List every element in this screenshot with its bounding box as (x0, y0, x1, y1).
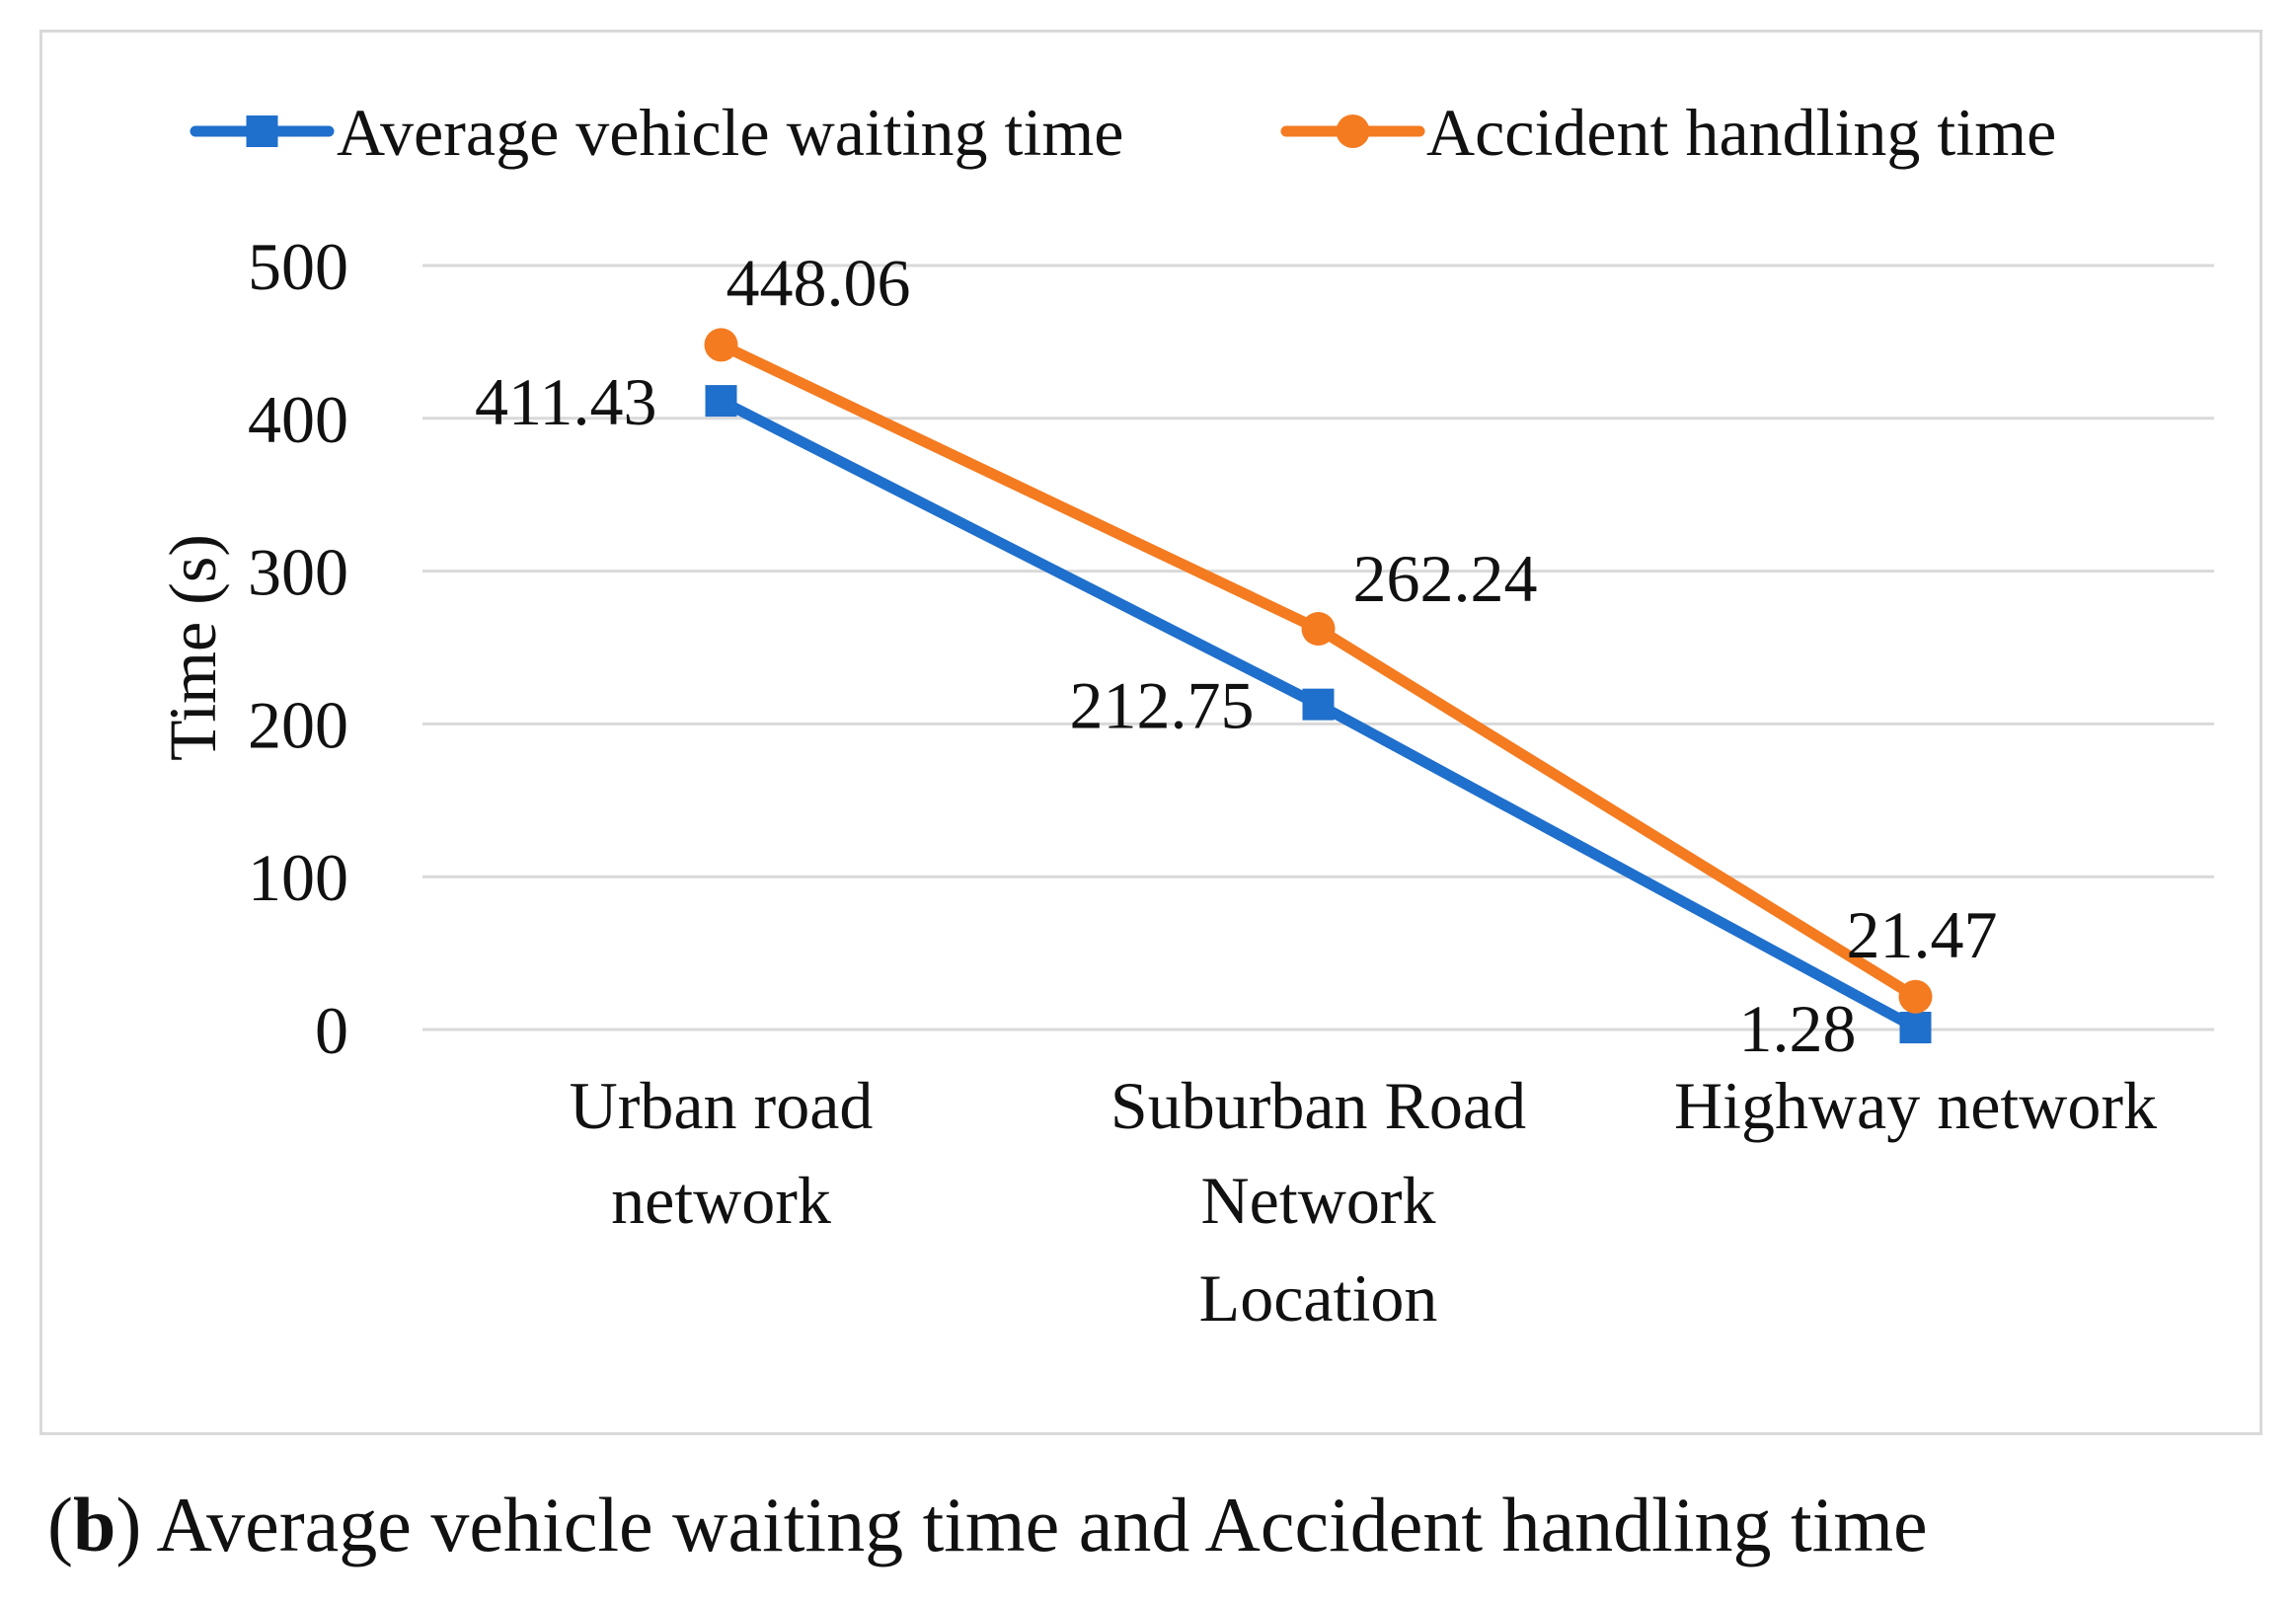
legend-label: Average vehicle waiting time (337, 95, 1123, 170)
chart-frame: 0 100 200 300 400 500 Time (s) Urban road networ… (39, 30, 2262, 1435)
x-tick-label: Suburban Road (1110, 1068, 1526, 1143)
data-point (1898, 979, 1933, 1014)
x-tick-label: network (611, 1163, 831, 1238)
series-line (719, 340, 1919, 1002)
data-label: 262.24 (1353, 541, 1538, 616)
data-label: 1.28 (1739, 991, 1857, 1066)
data-point (1302, 688, 1335, 721)
legend-label: Accident handling time (1426, 95, 2056, 170)
legend-marker (246, 115, 278, 147)
x-tick-label: Network (1201, 1163, 1436, 1238)
y-tick-label: 500 (248, 229, 348, 304)
y-tick-label: 100 (248, 840, 348, 915)
data-label: 212.75 (1070, 668, 1255, 743)
data-point (705, 385, 737, 418)
data-label: 21.47 (1847, 897, 1998, 972)
x-tick-label: Highway network (1674, 1068, 2157, 1143)
y-tick-label: 400 (248, 382, 348, 457)
y-tick-label: 200 (248, 687, 348, 762)
figure-caption: (b) Average vehicle waiting time and Acc… (47, 1482, 1928, 1567)
legend-marker (1336, 114, 1370, 148)
data-point (704, 328, 738, 362)
caption-letter: b (72, 1482, 116, 1567)
y-tick-label: 300 (248, 535, 348, 610)
x-tick-label: Urban road (570, 1068, 874, 1143)
data-label: 411.43 (475, 364, 656, 439)
y-axis-label: Time (s) (155, 534, 230, 761)
caption-text: Average vehicle waiting time and Acciden… (156, 1482, 1928, 1567)
x-axis-label: Location (1199, 1260, 1438, 1336)
data-point (1899, 1012, 1932, 1044)
line-chart: 0 100 200 300 400 500 Time (s) Urban road networ… (155, 95, 2214, 1336)
y-tick-label: 0 (315, 993, 348, 1068)
data-label: 448.06 (727, 245, 911, 320)
data-point (1301, 612, 1336, 647)
